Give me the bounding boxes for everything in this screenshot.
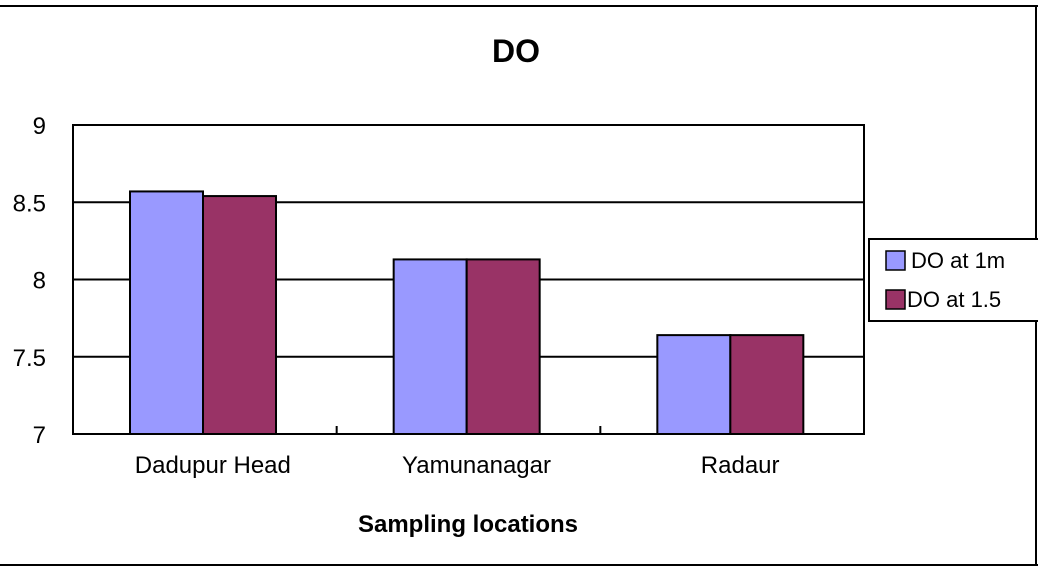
plot-border [72, 124, 865, 435]
y-tick-label: 9 [33, 113, 46, 140]
legend-label-do-1m: DO at 1m [911, 248, 1005, 273]
axes [72, 124, 865, 435]
y-tick-label: 7 [33, 422, 46, 449]
x-axis-label: Sampling locations [358, 511, 578, 538]
bar-do-1-5-1 [465, 258, 541, 436]
x-tick-label: Yamunanagar [402, 452, 551, 479]
bar-do-1m-1 [392, 258, 468, 436]
y-tick-labels: 7 7.5 8 8.5 9 [13, 113, 46, 449]
legend-swatch-do-1-5 [885, 289, 906, 310]
x-tick-label: Dadupur Head [135, 452, 291, 479]
x-tick-labels: Dadupur Head Yamunanagar Radaur [135, 452, 780, 479]
chart-title: DO [492, 33, 540, 69]
bars [129, 190, 805, 436]
legend: DO at 1m DO at 1.5 [868, 238, 1038, 322]
bar-do-1-5-2 [729, 334, 805, 435]
bar-do-1-5-0 [202, 195, 277, 435]
x-tick-label: Radaur [701, 452, 780, 479]
bar-do-1m-0 [129, 190, 204, 435]
y-tick-label: 7.5 [13, 345, 46, 372]
y-tick-label: 8 [33, 268, 46, 295]
bar-do-1m-2 [656, 334, 732, 435]
legend-label-do-1-5: DO at 1.5 [907, 287, 1001, 312]
legend-swatch-do-1m [885, 250, 906, 271]
y-tick-label: 8.5 [13, 190, 46, 217]
